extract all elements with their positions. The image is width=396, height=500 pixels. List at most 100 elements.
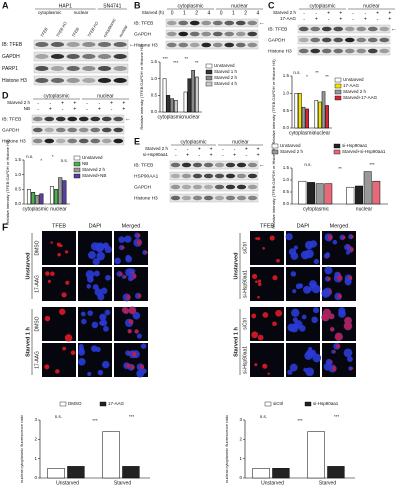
- condition-mark: -: [328, 16, 330, 22]
- x-tick-label: Starved: [114, 480, 131, 486]
- fraction-label: cytoplasmic: [43, 93, 70, 99]
- y-tick-label: 1.5: [15, 157, 22, 162]
- nucleus: [299, 325, 306, 332]
- tfeb-signal: [45, 271, 50, 276]
- blot-band: [90, 127, 101, 133]
- significance: ***: [92, 418, 98, 423]
- group-label: Unstarved: [233, 253, 239, 280]
- condition-mark: +: [233, 152, 236, 158]
- condition-mark: -: [86, 106, 88, 112]
- blot-band: [178, 31, 189, 37]
- y-axis-label: Relative intensity (TFEB:GAPDH or Histon…: [271, 59, 276, 145]
- condition-mark: -: [352, 10, 354, 16]
- x-tick-label: nuclear: [356, 206, 373, 212]
- blot-strip: [169, 171, 259, 181]
- blot-band: [50, 65, 65, 72]
- significance: **: [325, 74, 329, 79]
- tfeb-signal: [132, 273, 137, 279]
- blot-band: [66, 53, 80, 60]
- legend-label: Starved 1 h: [214, 69, 238, 74]
- tfeb-signal: [123, 307, 129, 314]
- significance: **: [195, 60, 199, 65]
- y-tick-label: 0.0: [283, 201, 290, 206]
- blot-band: [189, 20, 200, 26]
- bar: [195, 76, 199, 113]
- blot-band: [97, 53, 112, 60]
- bar: [102, 431, 120, 479]
- nucleus: [125, 255, 133, 263]
- row-label: GAPDH: [2, 54, 20, 60]
- y-tick-label: 1.0: [283, 91, 290, 96]
- condition-mark: -: [175, 146, 177, 152]
- blot-band: [66, 41, 80, 48]
- condition-mark: +: [257, 146, 260, 152]
- tfeb-signal: [70, 350, 76, 356]
- legend-swatch: [271, 143, 279, 149]
- cell-line: SN4741: [103, 3, 121, 9]
- nucleus: [290, 252, 299, 260]
- blot-band: [247, 20, 258, 26]
- bar: [67, 466, 85, 479]
- blot-band: [356, 26, 367, 32]
- condition-label: 17-AAG: [280, 16, 297, 21]
- blot-band: [113, 116, 124, 122]
- condition-mark: 2: [195, 10, 198, 16]
- nucleus: [338, 310, 346, 318]
- blot-band: [201, 31, 212, 37]
- legend-swatch: [205, 63, 213, 69]
- blot-band: [203, 184, 214, 190]
- column-label: DAPI: [297, 223, 310, 229]
- blot-band: [321, 37, 332, 43]
- bar: [191, 70, 195, 113]
- tfeb-signal: [336, 344, 341, 349]
- blot-band: [321, 26, 332, 32]
- blot-band: [236, 195, 247, 201]
- condition-mark: +: [98, 106, 101, 112]
- nucleus: [97, 293, 105, 301]
- row-label: IB: TFEB: [2, 116, 21, 122]
- blot-band: [225, 162, 236, 168]
- tfeb-signal: [127, 329, 132, 334]
- nucleus: [312, 307, 320, 314]
- legend-label: Starved 2 h: [82, 167, 106, 172]
- blot-band: [356, 48, 367, 54]
- blot-band: [212, 31, 223, 37]
- bar: [47, 468, 65, 479]
- condition-mark: 1: [232, 10, 235, 16]
- legend-label: Starved 2 h: [214, 75, 238, 80]
- legend-swatch: [73, 167, 81, 173]
- blot-band: [181, 162, 192, 168]
- y-axis-label: Relative intensity (TFEB:GAPDH or Histon…: [139, 44, 144, 130]
- blot-strip: [31, 114, 125, 124]
- nucleus: [308, 280, 317, 289]
- condition-label: Starved (h): [142, 10, 165, 15]
- fraction-label: nuclear: [97, 93, 114, 99]
- condition-mark: +: [73, 106, 76, 112]
- nucleus: [324, 266, 333, 275]
- significance: ***: [297, 418, 303, 423]
- nucleus: [99, 320, 105, 326]
- tfeb-signal: [64, 334, 73, 342]
- tfeb-signal: [344, 322, 352, 330]
- blot-band: [298, 37, 309, 43]
- blot-band: [170, 195, 181, 201]
- legend-swatch: [334, 83, 342, 89]
- y-tick-label: 0.5: [15, 187, 22, 192]
- nucleus: [304, 249, 314, 259]
- nucleus: [292, 289, 297, 294]
- condition-mark: +: [388, 16, 391, 22]
- blot-band: [50, 53, 65, 60]
- condition-mark: +: [186, 152, 189, 158]
- blot-strip: [169, 182, 259, 192]
- blot-band: [235, 31, 246, 37]
- significance: ***: [163, 56, 169, 61]
- blot-band: [235, 20, 246, 26]
- blot-band: [333, 37, 344, 43]
- y-tick-label: 1.5: [283, 165, 290, 170]
- blot-band: [101, 138, 112, 144]
- blot-strip: [33, 63, 129, 74]
- nucleus: [78, 346, 85, 353]
- nucleus: [290, 271, 297, 277]
- blot-band: [170, 184, 181, 190]
- blot-band: [101, 116, 112, 122]
